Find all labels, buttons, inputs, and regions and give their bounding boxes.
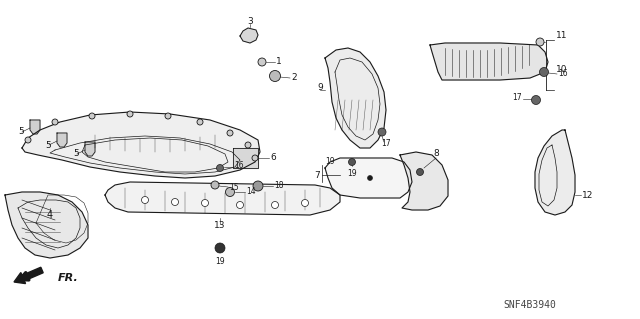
Polygon shape: [430, 43, 548, 80]
Polygon shape: [5, 192, 88, 258]
Circle shape: [536, 38, 544, 46]
Circle shape: [540, 68, 548, 77]
Text: 17: 17: [513, 93, 522, 102]
Circle shape: [417, 168, 424, 175]
Circle shape: [215, 243, 225, 253]
Polygon shape: [85, 142, 95, 156]
Text: 14: 14: [246, 188, 255, 197]
Text: 13: 13: [214, 221, 226, 231]
Text: 4: 4: [47, 210, 53, 220]
Text: 17: 17: [381, 139, 391, 149]
Circle shape: [225, 188, 234, 197]
Circle shape: [25, 137, 31, 143]
Circle shape: [172, 198, 179, 205]
Text: 16: 16: [558, 70, 568, 78]
Text: SNF4B3940: SNF4B3940: [504, 300, 556, 310]
Text: 16: 16: [234, 161, 244, 170]
Circle shape: [127, 111, 133, 117]
Text: 1: 1: [276, 57, 282, 66]
Circle shape: [258, 58, 266, 66]
Circle shape: [89, 113, 95, 119]
Circle shape: [531, 95, 541, 105]
Circle shape: [269, 70, 280, 81]
Text: 9: 9: [317, 84, 323, 93]
Circle shape: [301, 199, 308, 206]
Polygon shape: [400, 152, 448, 210]
Text: 5: 5: [73, 150, 79, 159]
Text: 15: 15: [229, 182, 239, 191]
Text: 8: 8: [433, 150, 439, 159]
Polygon shape: [105, 182, 340, 215]
Text: 19: 19: [347, 169, 357, 179]
Circle shape: [141, 197, 148, 204]
Circle shape: [197, 119, 203, 125]
Text: FR.: FR.: [58, 273, 79, 283]
Circle shape: [237, 202, 243, 209]
Polygon shape: [535, 130, 575, 215]
Circle shape: [211, 181, 219, 189]
Text: 10: 10: [556, 65, 568, 75]
Circle shape: [378, 128, 386, 136]
Circle shape: [252, 155, 258, 161]
Polygon shape: [233, 148, 258, 168]
Text: 12: 12: [582, 190, 593, 199]
Text: 19: 19: [325, 158, 335, 167]
Polygon shape: [30, 120, 40, 134]
Text: 2: 2: [291, 73, 296, 83]
Text: 6: 6: [270, 153, 276, 162]
Circle shape: [165, 113, 171, 119]
Polygon shape: [57, 133, 67, 147]
Text: 18: 18: [274, 182, 284, 190]
Polygon shape: [325, 48, 386, 148]
Text: 5: 5: [18, 128, 24, 137]
Circle shape: [253, 181, 263, 191]
Text: 11: 11: [556, 32, 568, 41]
Circle shape: [52, 119, 58, 125]
Circle shape: [216, 165, 223, 172]
Circle shape: [227, 130, 233, 136]
Text: 7: 7: [314, 170, 320, 180]
Text: 5: 5: [45, 140, 51, 150]
Text: 19: 19: [215, 257, 225, 266]
Polygon shape: [22, 112, 260, 178]
Circle shape: [349, 159, 355, 166]
Circle shape: [271, 202, 278, 209]
FancyArrow shape: [14, 267, 43, 284]
Circle shape: [202, 199, 209, 206]
Polygon shape: [325, 158, 412, 198]
Polygon shape: [240, 28, 258, 43]
Circle shape: [367, 175, 372, 181]
Text: 3: 3: [247, 18, 253, 26]
Circle shape: [245, 142, 251, 148]
